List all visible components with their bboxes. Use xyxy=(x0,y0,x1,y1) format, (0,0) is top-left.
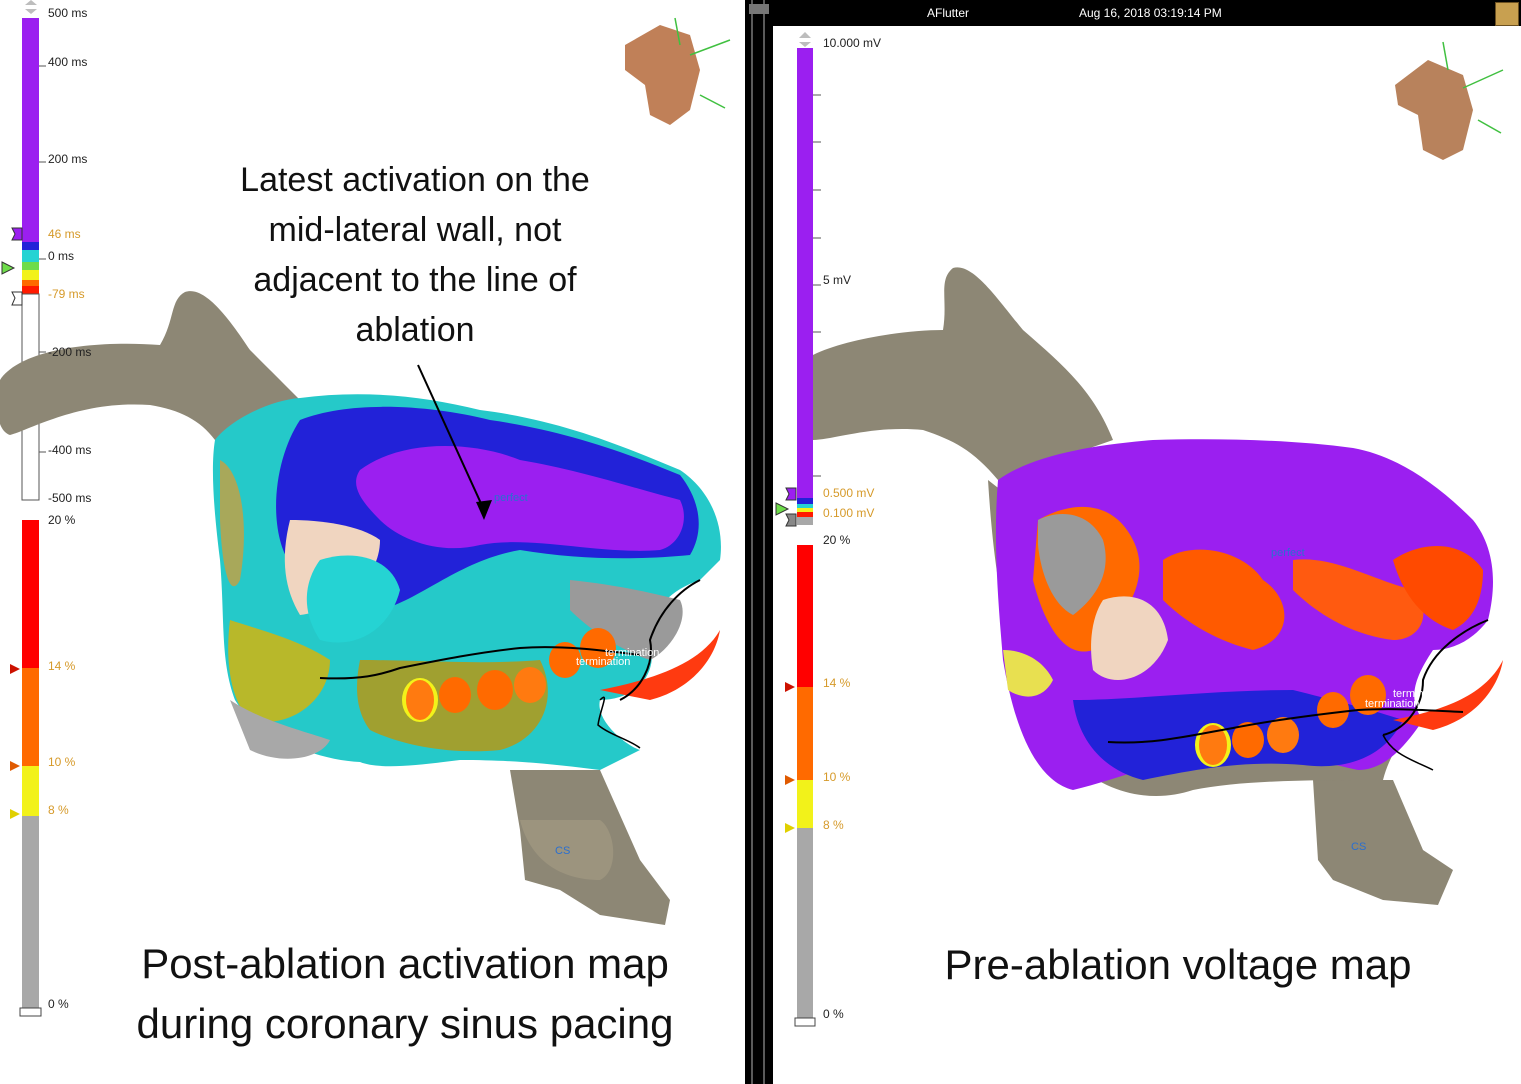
percent-scale-label: 8 % xyxy=(823,818,844,832)
voltage-scale-label: 0.100 mV xyxy=(823,506,875,520)
map-label-cs: CS xyxy=(1351,841,1367,853)
right-caption: Pre-ablation voltage map xyxy=(944,941,1412,988)
voltage-gray-band xyxy=(797,517,813,525)
time-scale-label: 46 ms xyxy=(48,227,81,241)
scale-arrow-icon[interactable] xyxy=(799,32,811,38)
percent-gray-band xyxy=(797,828,813,1020)
scale-marker-icon[interactable] xyxy=(10,809,20,819)
percent-red-band xyxy=(797,545,813,687)
map-label-perfect: perfect xyxy=(1271,547,1305,559)
scale-arrow-icon[interactable] xyxy=(25,0,37,5)
voltage-red-band xyxy=(797,512,813,517)
purple-band xyxy=(22,18,39,242)
percent-scale-label: 10 % xyxy=(48,755,76,769)
time-scale-label: -500 ms xyxy=(48,491,92,505)
voltage-map-surface xyxy=(995,439,1503,790)
scale-marker-icon[interactable] xyxy=(794,1017,816,1027)
scale-arrow-icon[interactable] xyxy=(25,9,37,14)
voltage-blue-band xyxy=(797,498,813,504)
voltage-scale-label: 0.500 mV xyxy=(823,486,875,500)
map-label-termination: termination xyxy=(1393,688,1448,700)
percent-scale-label: 0 % xyxy=(48,997,69,1011)
left-activation-panel: 500 ms 400 ms 200 ms 46 ms 0 ms -79 ms -… xyxy=(0,0,745,1084)
yellow-band xyxy=(22,270,39,280)
green-band xyxy=(22,262,39,270)
percent-scale-label: 0 % xyxy=(823,1007,844,1021)
heart-orientation-icon xyxy=(625,17,731,125)
time-scale-label: 0 ms xyxy=(48,249,75,263)
red-band xyxy=(22,286,39,294)
divider-rail xyxy=(751,0,753,1084)
left-caption: Post-ablation activation map during coro… xyxy=(100,934,710,1054)
scale-marker-icon[interactable] xyxy=(775,502,790,516)
percent-scale-label: 8 % xyxy=(48,803,69,817)
scale-marker-icon[interactable] xyxy=(785,513,797,527)
scale-marker-icon[interactable] xyxy=(785,775,795,785)
map-label-termination: termination xyxy=(576,656,631,668)
percent-scale-label: 14 % xyxy=(823,676,851,690)
map-label-cs: CS xyxy=(555,845,571,857)
activation-map-canvas xyxy=(0,0,731,1017)
time-scale-label: 200 ms xyxy=(48,152,88,166)
annotation-line: ablation xyxy=(355,311,475,349)
voltage-scale-label: 5 mV xyxy=(823,273,852,287)
right-voltage-panel: AFlutter Aug 16, 2018 03:19:14 PM 10.000… xyxy=(773,0,1521,1084)
scale-arrow-icon[interactable] xyxy=(799,42,811,47)
time-scale-label: 500 ms xyxy=(48,6,88,20)
divider-rail xyxy=(763,0,765,1084)
caption-line: during coronary sinus pacing xyxy=(136,1000,674,1047)
rhythm-label: AFlutter xyxy=(927,6,970,20)
percent-scale-label: 20 % xyxy=(823,533,851,547)
voltage-map-canvas xyxy=(775,32,1504,1027)
annotation-arrow xyxy=(417,364,485,511)
percent-yellow-band xyxy=(797,780,813,828)
annotation-line: adjacent to the line of xyxy=(253,261,577,299)
orange-band xyxy=(22,280,39,286)
scale-marker-icon[interactable] xyxy=(11,291,23,306)
divider-handle[interactable] xyxy=(749,4,769,14)
scale-marker-icon[interactable] xyxy=(10,664,20,674)
voltage-yellow-band xyxy=(797,508,813,512)
percent-red-band xyxy=(22,520,39,668)
percent-scale-label: 14 % xyxy=(48,659,76,673)
voltage-cyan-band xyxy=(797,504,813,508)
percent-gray-band xyxy=(22,816,39,1010)
voltage-purple-band xyxy=(797,48,813,498)
voltage-scale-label: 10.000 mV xyxy=(823,36,882,50)
activation-map-surface xyxy=(212,394,721,770)
time-scale-label: -400 ms xyxy=(48,443,92,457)
percent-orange-band xyxy=(22,668,39,766)
time-scale-label: 400 ms xyxy=(48,55,88,69)
percent-scale-label: 10 % xyxy=(823,770,851,784)
percent-scale-label: 20 % xyxy=(48,513,76,527)
scale-marker-icon[interactable] xyxy=(785,487,797,501)
datetime-label: Aug 16, 2018 03:19:14 PM xyxy=(1079,6,1222,20)
percent-yellow-band xyxy=(22,766,39,816)
map-label-perfect: perfect xyxy=(494,492,528,504)
annotation-line: mid-lateral wall, not xyxy=(268,211,562,249)
map-header-bar: AFlutter Aug 16, 2018 03:19:14 PM xyxy=(773,0,1521,26)
annotation-line: Latest activation on the xyxy=(240,161,590,199)
map-label-termination: termination xyxy=(605,647,660,659)
scale-marker-icon[interactable] xyxy=(785,682,795,692)
scale-marker-icon[interactable] xyxy=(785,823,795,833)
time-scale-label: -79 ms xyxy=(48,287,85,301)
percent-orange-band xyxy=(797,687,813,780)
panel-divider[interactable] xyxy=(745,0,773,1084)
scale-marker-icon[interactable] xyxy=(19,1007,42,1017)
map-label-termination: termination xyxy=(1365,698,1420,710)
scale-marker-icon[interactable] xyxy=(11,227,23,241)
cyan-band xyxy=(22,250,39,262)
atrial-anatomy xyxy=(0,291,670,925)
scale-marker-icon[interactable] xyxy=(10,761,20,771)
heart-orientation-icon xyxy=(1395,41,1504,160)
blue-band xyxy=(22,242,39,250)
annotation-arrowhead xyxy=(476,500,492,520)
settings-icon[interactable] xyxy=(1495,2,1519,26)
caption-line: Post-ablation activation map xyxy=(141,940,669,987)
time-scale-label: -200 ms xyxy=(48,345,92,359)
scale-marker-icon[interactable] xyxy=(1,261,16,275)
activation-annotation: Latest activation on the mid-lateral wal… xyxy=(195,155,635,355)
